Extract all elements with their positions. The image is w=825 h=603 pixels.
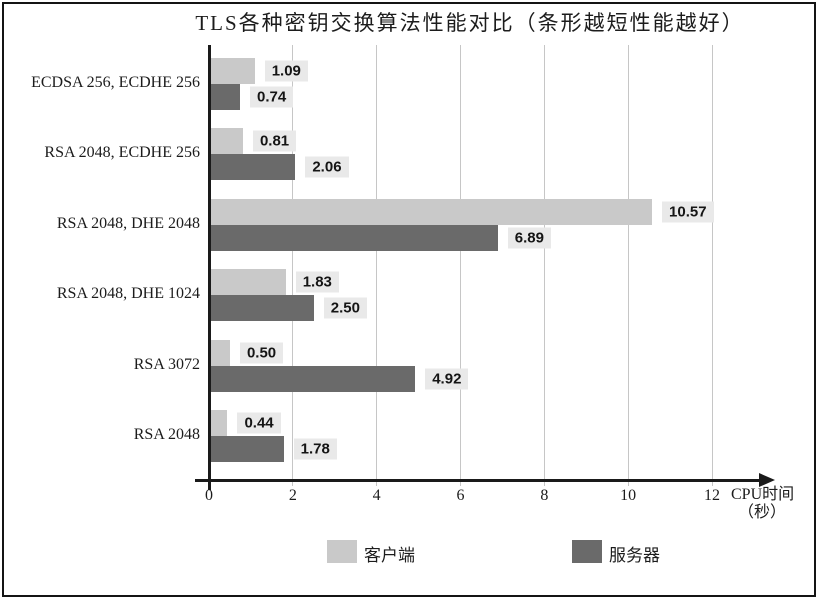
gridline [460, 45, 461, 486]
client-value-label: 10.57 [662, 201, 714, 223]
category-label: RSA 2048, DHE 1024 [56, 285, 200, 303]
gridline [543, 45, 545, 486]
client-bar: 1.09 [209, 58, 308, 84]
bar-group: 0.81 2.06 [209, 128, 712, 181]
x-axis-line [195, 479, 765, 482]
client-value-label: 1.09 [264, 60, 308, 82]
gridline [292, 45, 294, 486]
x-tick-label: 6 [456, 487, 465, 504]
category-label: RSA 2048, ECDHE 256 [44, 144, 200, 162]
x-tick-label: 10 [620, 487, 637, 504]
category-label: RSA 2048, DHE 2048 [56, 214, 200, 232]
x-axis-title-line2: （秒） [738, 504, 787, 521]
x-tick-label: 8 [540, 487, 549, 504]
gridline [711, 45, 713, 486]
client-value-label: 0.81 [252, 130, 297, 152]
gridline [376, 45, 378, 486]
server-bar: 2.50 [209, 295, 367, 322]
server-value-label: 6.89 [507, 227, 551, 249]
server-value-label: 2.06 [305, 156, 349, 178]
x-axis-title-line1: CPU时间 [731, 486, 795, 503]
x-tick-label: 0 [205, 487, 213, 504]
gridline [627, 45, 629, 486]
x-tick-label: 4 [372, 487, 381, 504]
server-bar: 0.74 [209, 84, 294, 110]
server-value-label: 2.50 [323, 297, 367, 319]
server-value-label: 4.92 [425, 368, 469, 390]
x-tick-label: 2 [288, 487, 297, 504]
category-label: RSA 3072 [133, 355, 200, 373]
chart-title: TLS各种密钥交换算法性能对比（条形越短性能越好） [195, 11, 745, 35]
y-axis-line [208, 45, 211, 490]
legend-swatch-client [327, 540, 357, 563]
legend-label-client: 客户端 [364, 546, 415, 565]
client-bar: 1.83 [209, 269, 339, 296]
client-value-label: 1.83 [295, 271, 339, 293]
server-bar: 2.06 [209, 154, 349, 181]
server-value-label: 0.74 [250, 86, 294, 108]
client-bar: 0.50 [209, 339, 284, 366]
plot-area: 1.09 0.74 0.81 2.06 10.57 6.89 1.83 2.50 0.50 4.9… [208, 45, 714, 490]
server-bar: 1.78 [209, 436, 337, 462]
bar-group: 10.57 6.89 [209, 198, 714, 251]
category-label: ECDSA 256, ECDHE 256 [31, 74, 200, 91]
bar-group: 0.50 4.92 [209, 339, 712, 392]
bar-group: 0.44 1.78 [209, 410, 712, 462]
client-value-label: 0.50 [239, 342, 284, 364]
legend-swatch-server [572, 540, 602, 563]
category-label: RSA 2048 [133, 426, 200, 443]
server-bar: 4.92 [209, 365, 469, 392]
client-bar: 0.81 [209, 128, 297, 155]
client-bar: 10.57 [209, 198, 714, 225]
legend-label-server: 服务器 [609, 546, 660, 565]
x-axis-title: CPU时间 （秒） [731, 486, 794, 522]
client-value-label: 0.44 [237, 412, 281, 434]
x-axis-arrow-icon [759, 473, 775, 487]
bar-group: 1.09 0.74 [209, 58, 712, 110]
server-value-label: 1.78 [293, 438, 337, 460]
server-bar: 6.89 [209, 224, 551, 251]
bar-group: 1.83 2.50 [209, 269, 712, 322]
client-bar: 0.44 [209, 410, 281, 436]
x-tick-label: 12 [704, 487, 720, 504]
